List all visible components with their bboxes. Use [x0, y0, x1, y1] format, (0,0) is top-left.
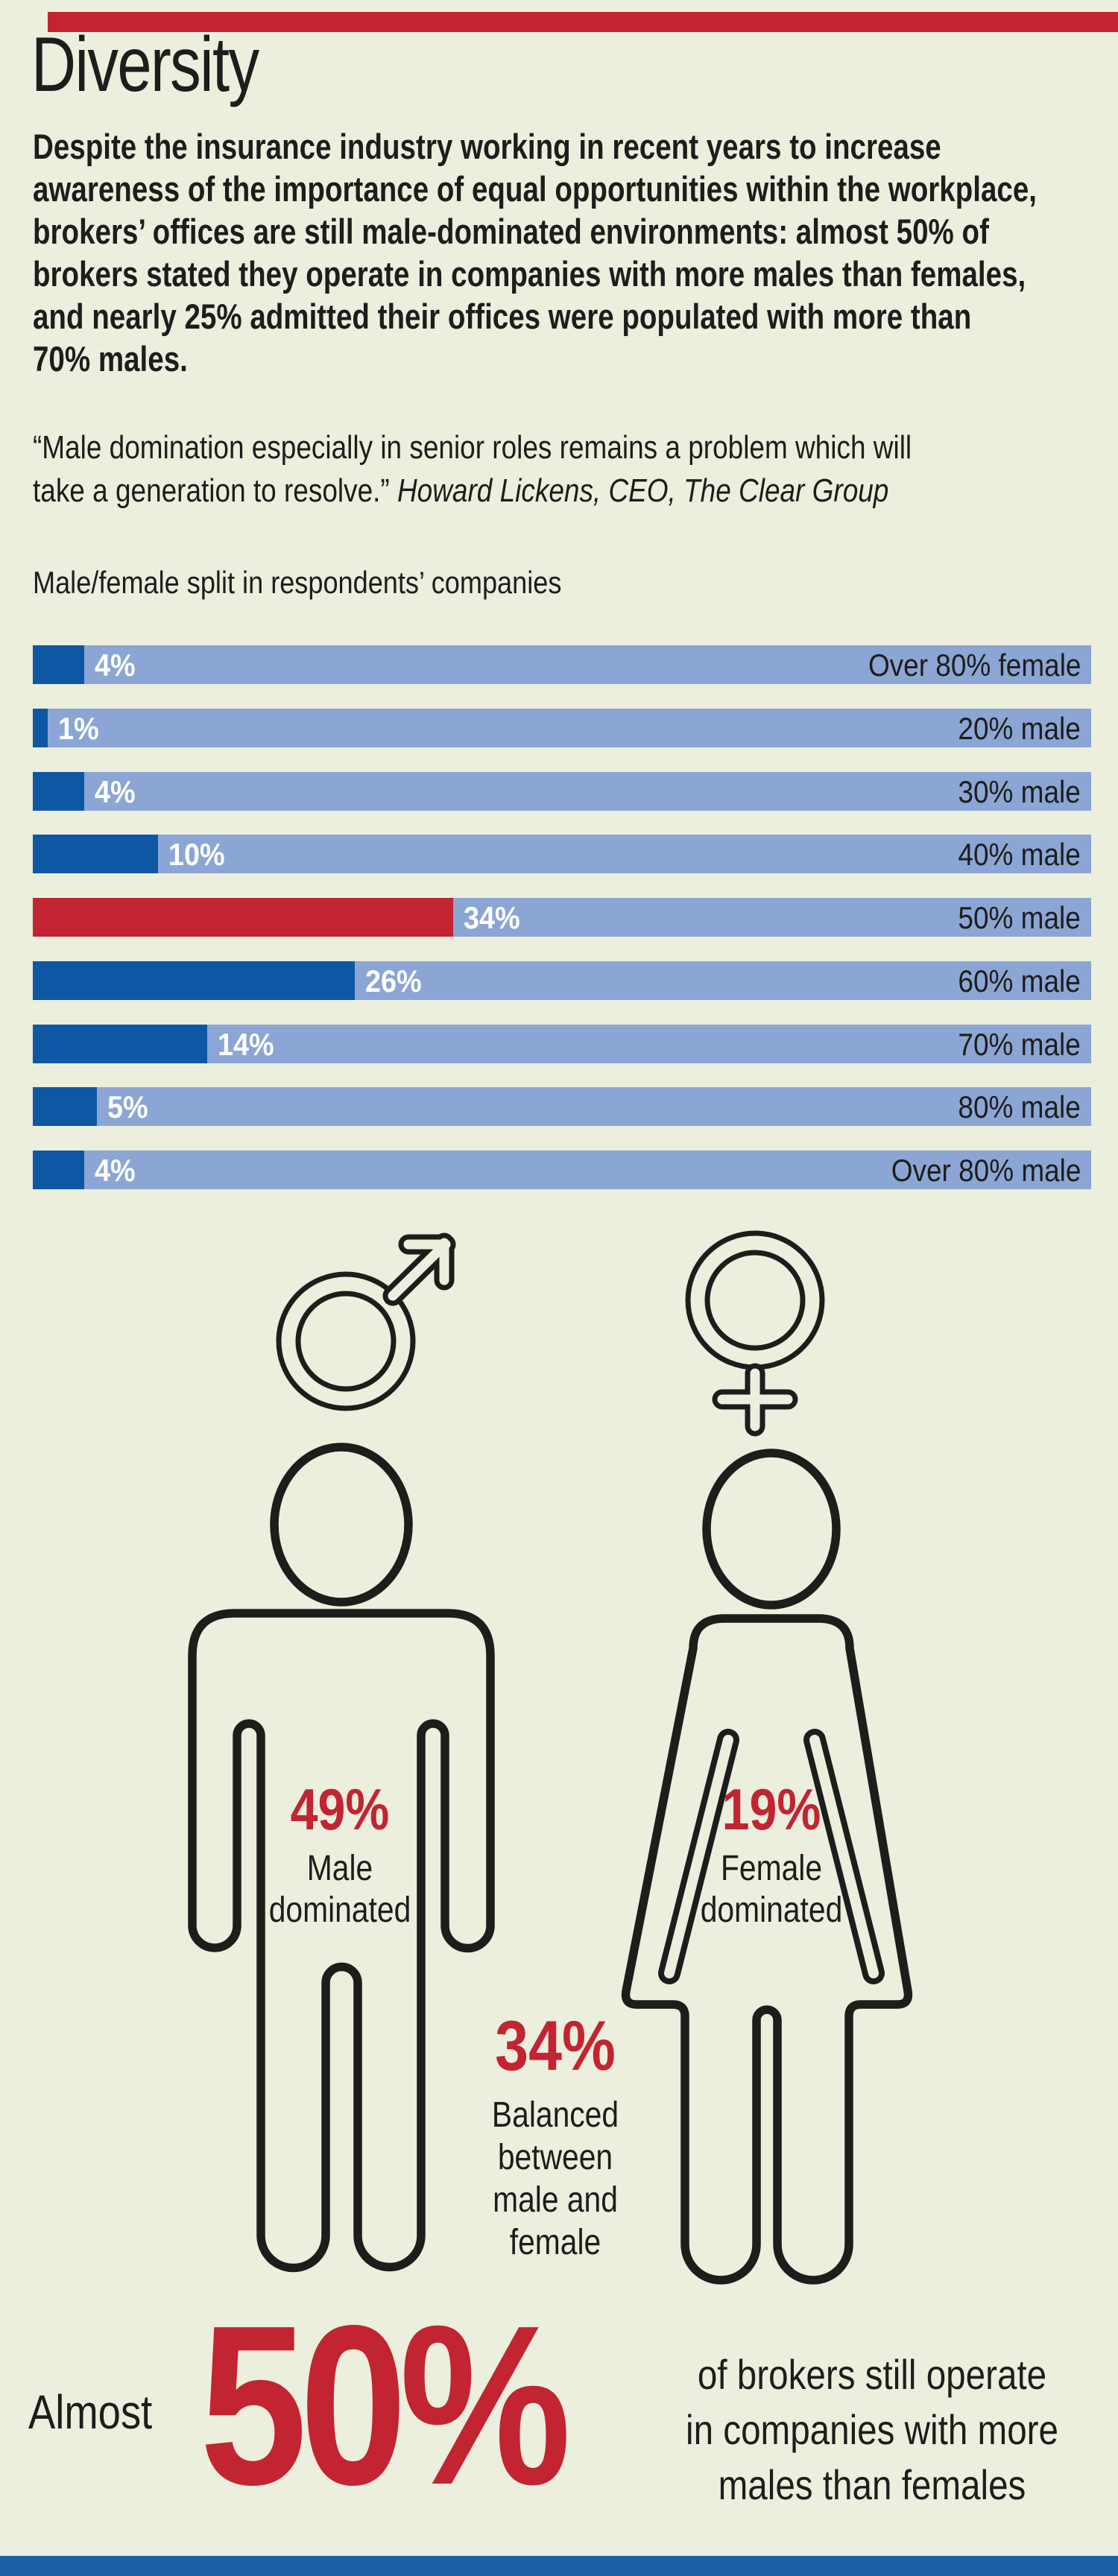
- footer-big-percentage: 50%: [200, 2278, 571, 2532]
- bar-row: 4% Over 80% male: [33, 1151, 1091, 1189]
- bar-category-label: 40% male: [958, 837, 1081, 872]
- bar-category-label: 50% male: [958, 900, 1081, 935]
- bar-fill-highlight: [33, 898, 453, 937]
- male-dominated-caption: 49% Male dominated: [228, 1779, 452, 1931]
- bar-value-label: 4%: [95, 1153, 136, 1188]
- bar-category-label: Over 80% female: [868, 648, 1081, 683]
- male-dominated-pct: 49%: [290, 1776, 390, 1842]
- balanced-caption: 34% Balanced between male and female: [443, 2010, 667, 2264]
- bar-row: 14% 70% male: [33, 1025, 1091, 1063]
- bar-category-label: 60% male: [958, 963, 1081, 999]
- bottom-accent-bar: [0, 2556, 1118, 2576]
- quote-block: “Male domination especially in senior ro…: [33, 426, 1097, 513]
- quote-attribution: Howard Lickens, CEO, The Clear Group: [397, 472, 889, 509]
- bar-value-label: 26%: [365, 963, 422, 999]
- bar-row: 34% 50% male: [33, 898, 1091, 937]
- female-dominated-caption: 19% Female dominated: [660, 1779, 883, 1931]
- bar-value-label: 4%: [95, 648, 136, 683]
- balanced-pct: 34%: [495, 2007, 616, 2086]
- bar-category-label: 30% male: [958, 774, 1081, 809]
- quote-text: “Male domination especially in senior ro…: [33, 429, 912, 509]
- bar-fill: [33, 772, 84, 811]
- bar-value-label: 34%: [464, 900, 520, 935]
- bar-fill: [33, 835, 158, 873]
- bar-fill: [33, 645, 84, 684]
- footer-prefix: Almost: [28, 2385, 153, 2439]
- page-title: Diversity: [31, 22, 259, 108]
- bar-chart: 4% Over 80% female 1% 20% male 4% 30% male 10%…: [33, 645, 1091, 1189]
- footer-statement: of brokers still operate in companies wi…: [685, 2351, 1059, 2508]
- bar-value-label: 1%: [58, 711, 99, 746]
- bar-fill: [33, 709, 48, 747]
- bar-row: 26% 60% male: [33, 961, 1091, 1000]
- chart-title: Male/female split in respondents’ compan…: [33, 565, 562, 600]
- bar-row: 4% 30% male: [33, 772, 1091, 811]
- male-dominated-label: Male dominated: [268, 1849, 411, 1930]
- male-symbol-icon: [276, 1232, 456, 1411]
- bar-value-label: 5%: [107, 1089, 148, 1124]
- bar-row: 5% 80% male: [33, 1087, 1091, 1126]
- bar-fill: [33, 1087, 97, 1126]
- top-accent-bar: [48, 12, 1118, 32]
- bar-value-label: 4%: [95, 774, 136, 809]
- bar-fill: [33, 1025, 207, 1063]
- bar-value-label: 14%: [218, 1027, 274, 1062]
- bar-category-label: 20% male: [958, 711, 1081, 746]
- female-symbol-icon: [685, 1230, 825, 1437]
- bar-row: 10% 40% male: [33, 835, 1091, 873]
- bar-fill: [33, 1151, 84, 1189]
- bar-category-label: Over 80% male: [891, 1153, 1081, 1188]
- bar-row: 1% 20% male: [33, 709, 1091, 747]
- balanced-label: Balanced between male and female: [491, 2095, 619, 2262]
- female-dominated-pct: 19%: [721, 1776, 821, 1842]
- female-dominated-label: Female dominated: [700, 1849, 843, 1930]
- bar-value-label: 10%: [168, 837, 225, 872]
- bar-category-label: 80% male: [958, 1089, 1081, 1124]
- intro-paragraph: Despite the insurance industry working i…: [33, 127, 1037, 379]
- bar-category-label: 70% male: [958, 1027, 1081, 1062]
- bar-row: 4% Over 80% female: [33, 645, 1091, 684]
- bar-fill: [33, 961, 355, 1000]
